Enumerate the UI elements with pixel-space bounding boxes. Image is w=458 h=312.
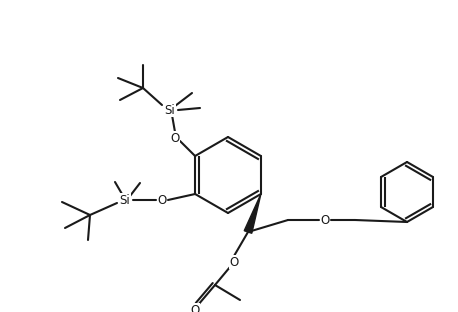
Text: Si: Si xyxy=(164,104,175,116)
Text: O: O xyxy=(158,193,167,207)
Text: O: O xyxy=(229,256,239,269)
Text: O: O xyxy=(191,304,200,312)
Polygon shape xyxy=(244,194,261,233)
Text: Si: Si xyxy=(120,193,131,207)
Text: O: O xyxy=(170,131,180,144)
Text: O: O xyxy=(321,213,330,227)
